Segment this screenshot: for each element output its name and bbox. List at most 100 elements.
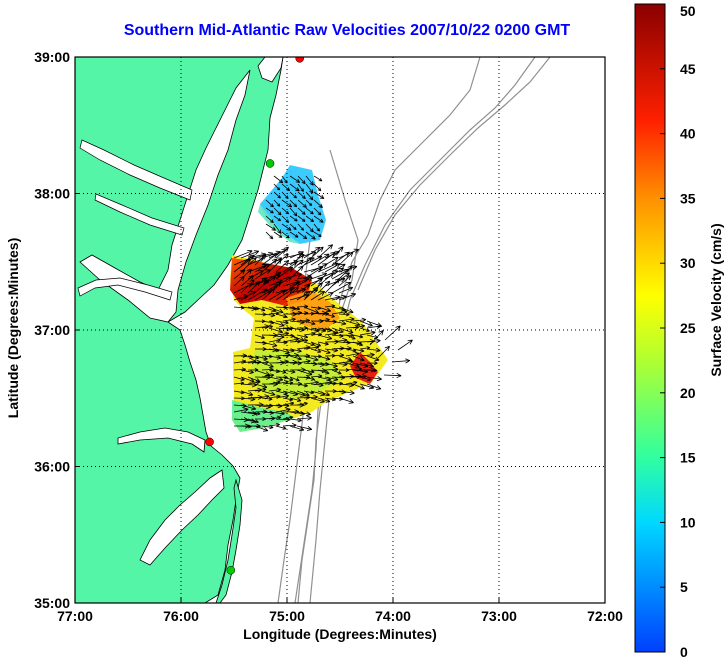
velocity-vector	[359, 362, 374, 368]
velocity-vector	[296, 425, 313, 431]
velocity-vector	[305, 231, 316, 240]
velocity-vector	[289, 231, 299, 238]
velocity-vector	[359, 327, 370, 333]
velocity-vector	[338, 397, 354, 404]
velocity-vector	[352, 355, 365, 362]
velocity-vector	[261, 390, 276, 397]
velocity-vector	[352, 324, 366, 329]
velocity-vector	[383, 372, 402, 379]
velocity-vector	[282, 376, 294, 382]
velocity-vector	[273, 175, 284, 184]
velocity-vector	[281, 199, 293, 208]
velocity-vector	[338, 306, 354, 314]
colorbar-tick-label: 30	[680, 255, 696, 271]
velocity-vector	[254, 334, 265, 340]
velocity-vector	[281, 223, 292, 231]
velocity-vector	[273, 231, 283, 238]
colorbar-tick-label: 45	[680, 61, 696, 77]
potomac-river	[79, 139, 193, 201]
velocity-vector	[297, 231, 308, 240]
map-title: Southern Mid-Atlantic Raw Velocities 200…	[123, 22, 571, 39]
x-axis-label: Longitude (Degrees:Minutes)	[243, 626, 437, 642]
velocity-vector	[240, 290, 256, 301]
x-tick-label: 74:00	[375, 608, 411, 624]
velocity-vector	[305, 183, 314, 194]
velocity-vector	[359, 376, 372, 382]
velocity-vector	[338, 390, 355, 396]
velocity-vector	[317, 397, 331, 403]
velocity-vector	[254, 306, 266, 312]
colorbar-tick-label: 40	[680, 126, 696, 142]
velocity-vector	[338, 251, 354, 266]
y-axis-label: Latitude (Degrees:Minutes)	[5, 237, 21, 419]
delaware-bay	[257, 57, 284, 83]
radar-site-marker	[226, 565, 236, 575]
velocity-vector	[303, 320, 316, 326]
velocity-vector	[240, 390, 254, 396]
velocity-vector	[310, 246, 324, 259]
colorbar-tick-label: 20	[680, 385, 696, 401]
velocity-vector	[338, 316, 355, 322]
velocity-vector	[303, 345, 320, 351]
colorbar-tick-label: 5	[680, 579, 688, 595]
velocity-vector	[261, 341, 278, 348]
velocity-vector	[338, 346, 352, 351]
x-tick-label: 75:00	[269, 608, 305, 624]
velocity-vector	[233, 407, 249, 413]
velocity-vector	[297, 199, 307, 208]
velocity-vector	[317, 369, 330, 375]
velocity-vector	[289, 215, 298, 222]
velocity-vector	[317, 334, 333, 341]
velocity-vector	[240, 250, 260, 259]
velocity-vector	[261, 373, 275, 378]
x-tick-label: 73:00	[481, 608, 517, 624]
velocity-vector	[313, 231, 322, 237]
velocity-vector	[247, 418, 259, 424]
y-tick-label: 39:00	[34, 49, 70, 65]
velocity-vector	[305, 207, 314, 215]
chesapeake-bay	[79, 69, 251, 323]
velocity-vector	[317, 390, 330, 397]
velocity-vector	[289, 376, 300, 382]
velocity-vector	[303, 376, 315, 381]
velocity-vector	[352, 341, 364, 347]
velocity-vector	[317, 348, 331, 355]
velocity-vector	[268, 271, 282, 280]
velocity-vector	[297, 207, 306, 215]
velocity-vector	[273, 215, 282, 222]
radar-site-marker	[295, 57, 304, 63]
velocity-vector	[296, 369, 313, 376]
colorbar-tick-label: 10	[680, 514, 696, 530]
velocity-vector	[338, 286, 354, 294]
velocity-vector	[331, 281, 352, 294]
velocity-vector	[265, 231, 274, 240]
velocity-vector	[268, 281, 282, 294]
velocity-vector	[338, 312, 350, 317]
velocity-vector	[297, 183, 304, 192]
grid-lines	[75, 57, 605, 603]
velocity-vector	[352, 368, 369, 374]
velocity-vector	[313, 215, 324, 223]
velocity-vector	[305, 175, 314, 186]
colorbar-tick-label: 50	[680, 3, 696, 19]
velocity-vector	[310, 341, 322, 347]
velocity-field-north	[260, 165, 326, 244]
velocity-vector	[275, 425, 287, 430]
velocity-vector	[289, 207, 298, 217]
velocity-vector	[366, 361, 378, 366]
colorbar-label: Surface Velocity (cm/s)	[708, 223, 724, 377]
velocity-vector	[331, 246, 344, 259]
colorbar-ticks: 0 5 10 15 20 25 30 35 40 45 50	[660, 3, 696, 659]
velocity-vector	[296, 411, 311, 417]
radar-site-marker	[265, 159, 275, 168]
velocity-vector	[289, 355, 302, 361]
velocity-vector	[289, 348, 302, 353]
albemarle-sound	[117, 427, 206, 453]
velocity-vector	[275, 394, 290, 399]
velocity-vector	[240, 396, 256, 402]
velocity-vector	[296, 318, 311, 324]
velocity-vector	[289, 223, 297, 230]
velocity-vector	[313, 223, 320, 232]
velocity-vector	[296, 375, 311, 380]
